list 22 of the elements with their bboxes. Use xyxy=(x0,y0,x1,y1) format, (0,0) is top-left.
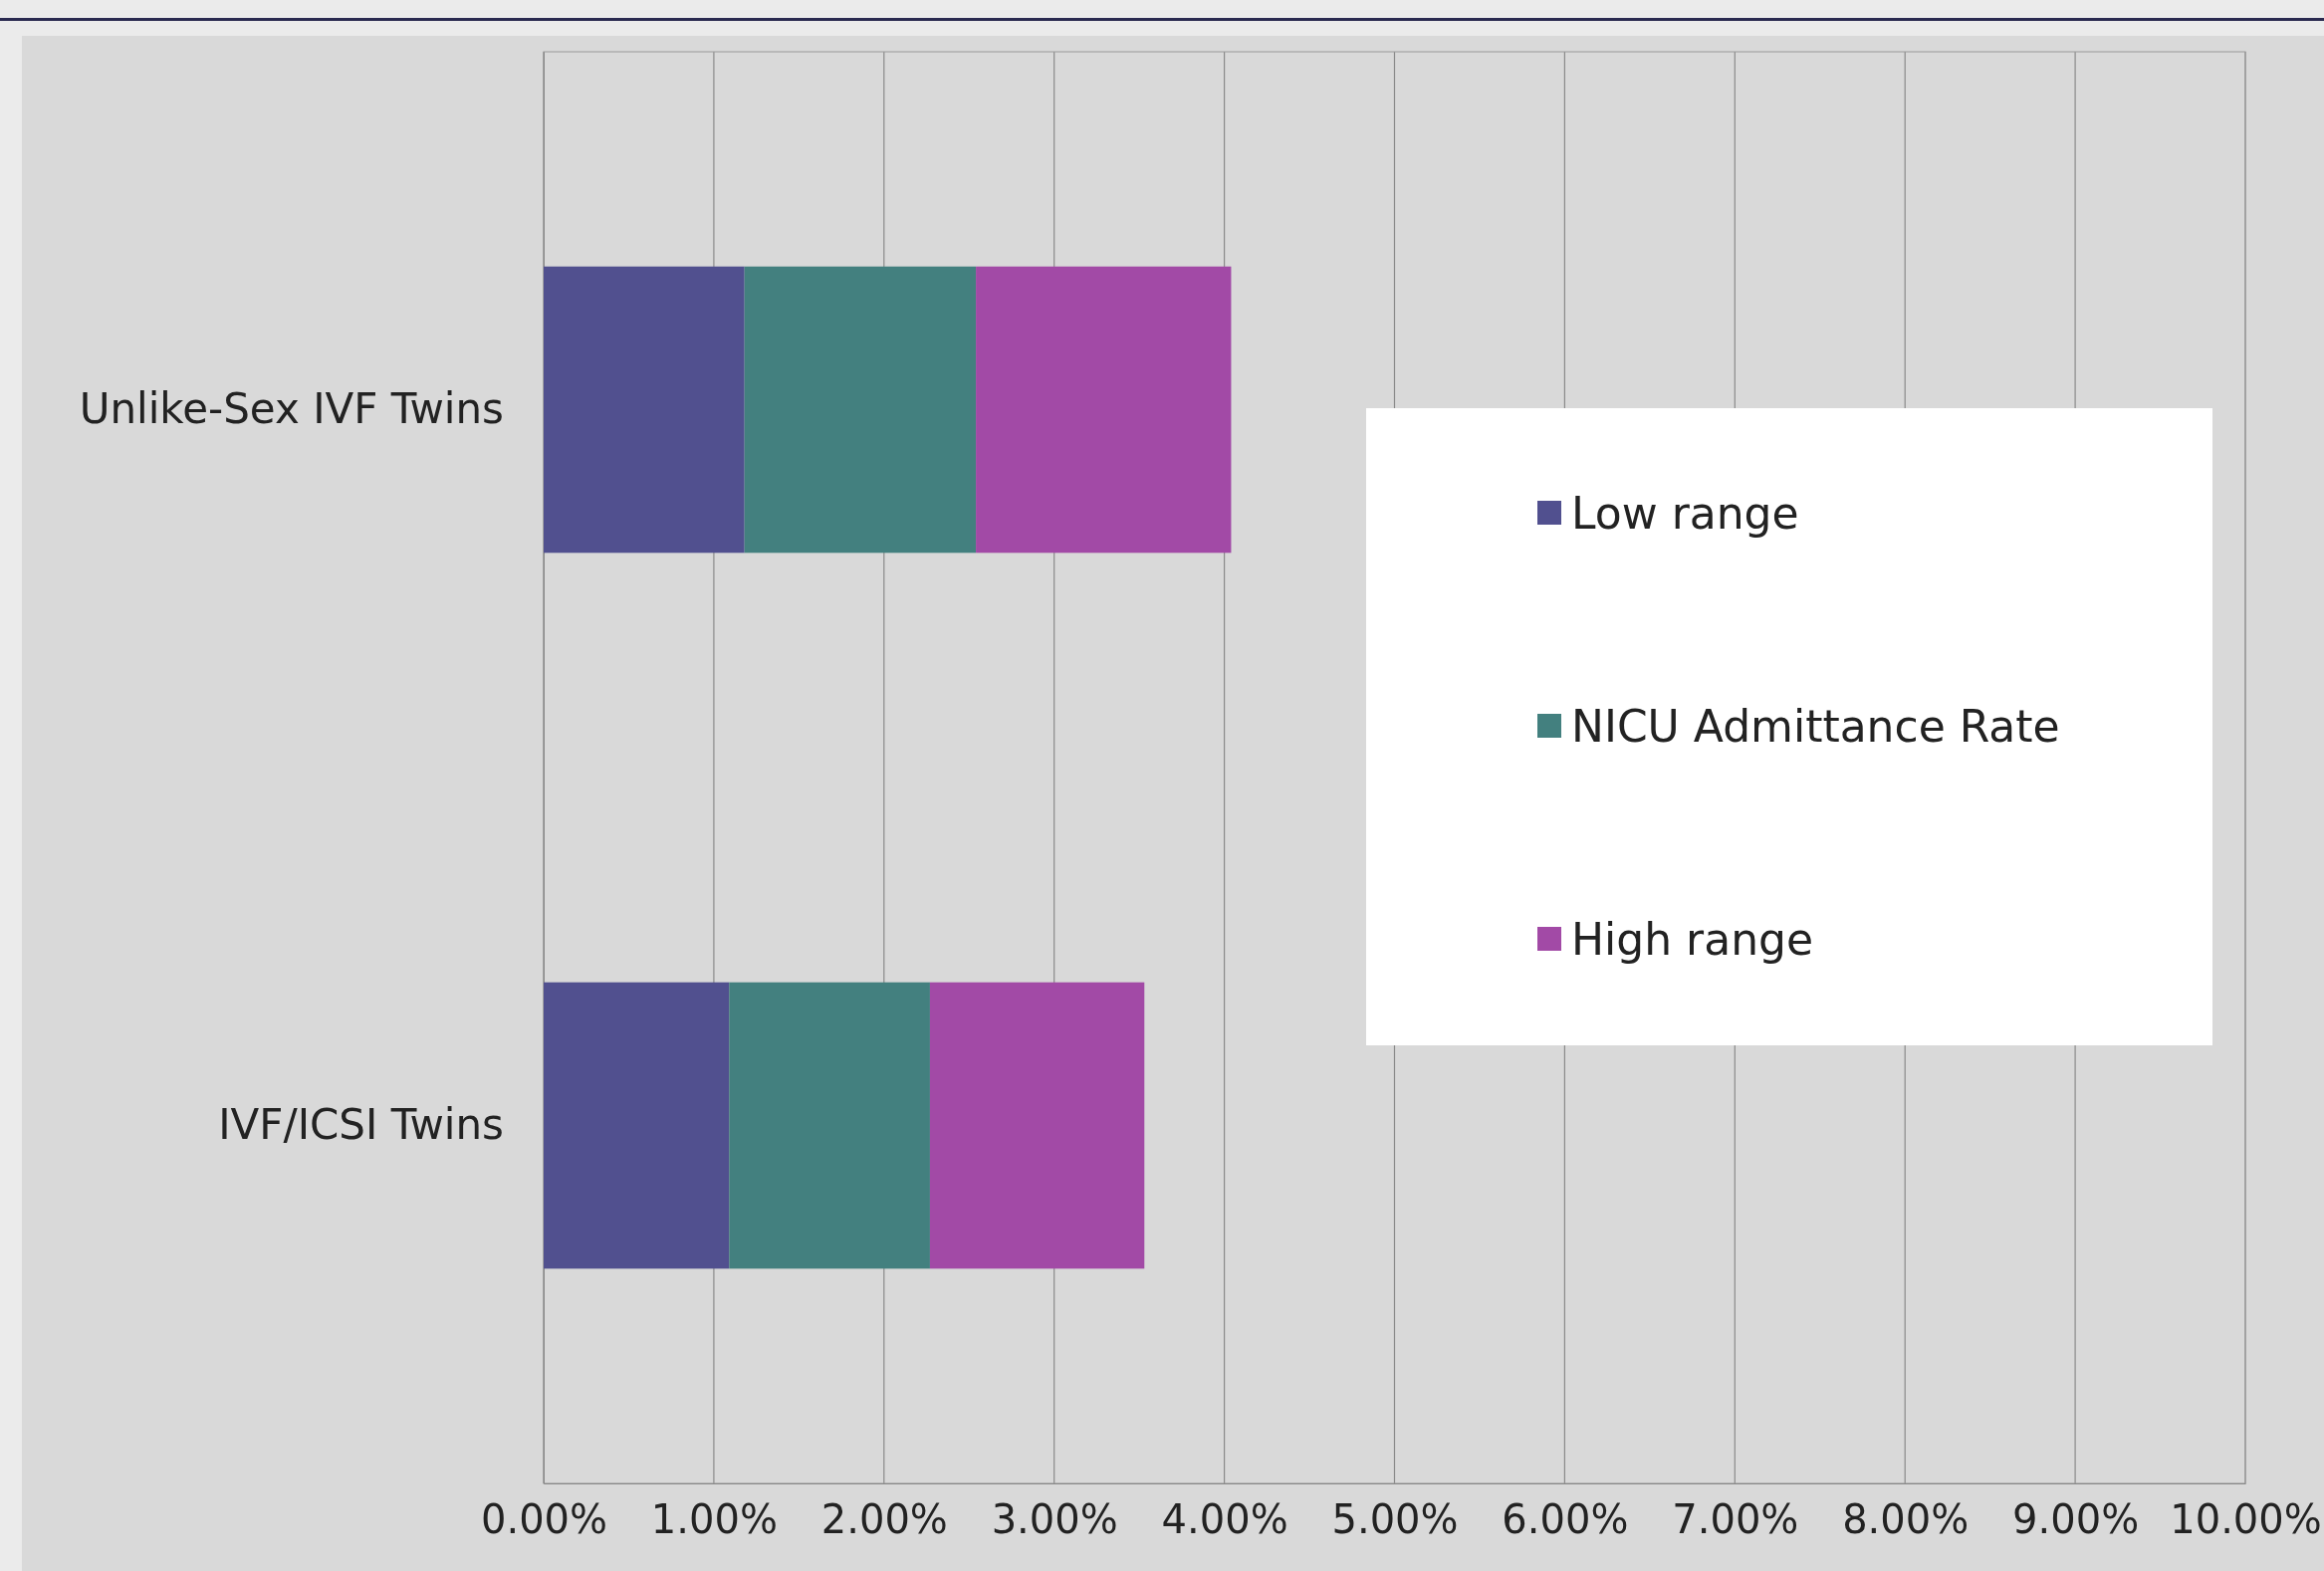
bar xyxy=(544,266,745,554)
x-tick-label: 10.00% xyxy=(2170,1496,2322,1543)
x-tick-label: 8.00% xyxy=(1842,1496,1970,1543)
bar xyxy=(929,982,1145,1269)
bar xyxy=(729,982,930,1269)
legend-label: NICU Admittance Rate xyxy=(1571,700,2060,752)
bar xyxy=(544,982,730,1269)
y-tick-label: IVF/ICSI Twins xyxy=(218,1099,504,1149)
x-tick-label: 3.00% xyxy=(991,1496,1118,1543)
legend-label: Low range xyxy=(1571,487,1799,539)
x-tick-label: 9.00% xyxy=(2012,1496,2140,1543)
x-tick-label: 5.00% xyxy=(1331,1496,1459,1543)
x-tick-label: 0.00% xyxy=(480,1496,608,1543)
legend-label: High range xyxy=(1571,913,1814,965)
x-tick-label: 7.00% xyxy=(1672,1496,1799,1543)
x-tick-label: 6.00% xyxy=(1502,1496,1629,1543)
bar xyxy=(976,266,1232,554)
bar xyxy=(744,266,977,554)
y-tick-label: Unlike-Sex IVF Twins xyxy=(79,383,504,433)
x-tick-label: 4.00% xyxy=(1161,1496,1288,1543)
x-tick-label: 2.00% xyxy=(820,1496,948,1543)
x-tick-label: 1.00% xyxy=(650,1496,778,1543)
